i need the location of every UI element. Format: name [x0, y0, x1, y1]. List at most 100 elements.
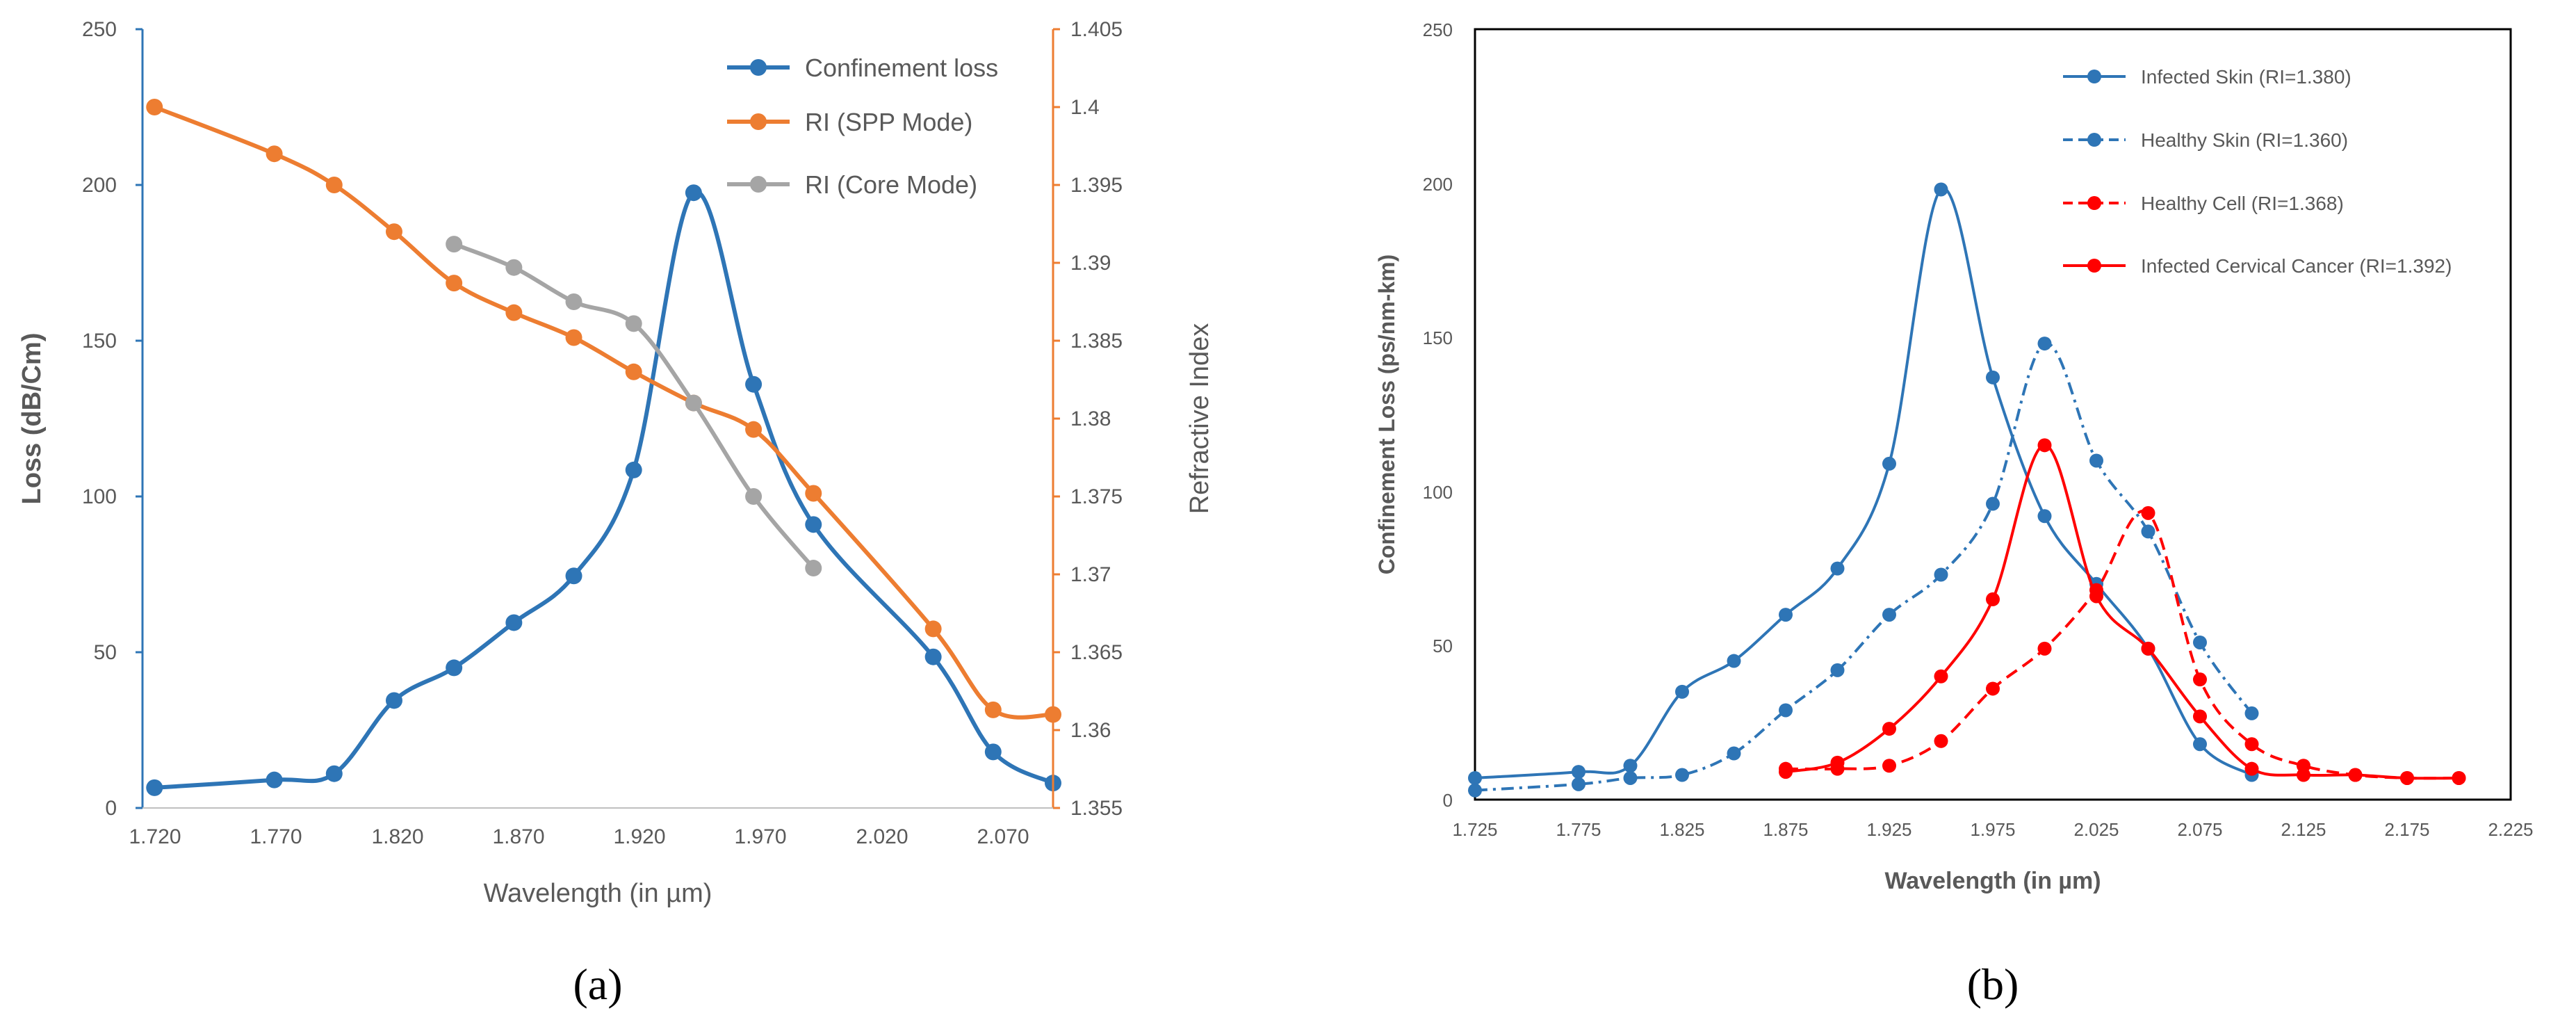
chart-b-ytick: 100	[1423, 482, 1453, 503]
chart-b-ytick: 50	[1433, 636, 1453, 656]
chart-b-legend-item: Healthy Cell (RI=1.368)	[2063, 193, 2344, 214]
chart-a-xtick: 2.070	[977, 825, 1029, 848]
chart-a-y2tick: 1.38	[1070, 407, 1111, 430]
chart-b-ytick: 200	[1423, 174, 1453, 195]
chart-a-xlabel: Wavelength (in µm)	[484, 879, 712, 908]
chart-b-legend-item: Infected Cervical Cancer (RI=1.392)	[2063, 255, 2452, 277]
chart-b: 1.725 1.775 1.825 1.875 1.925 1.975 2.02…	[1374, 19, 2534, 1009]
chart-a-ylabel: Loss (dB/Cm)	[17, 333, 47, 505]
chart-a-legend-label: Confinement loss	[805, 54, 998, 82]
chart-b-xtick: 1.725	[1452, 819, 1497, 840]
chart-b-series-line-0	[1474, 187, 2253, 779]
chart-a: 1.720 1.770 1.820 1.870 1.920 1.970 2.02…	[17, 18, 1214, 1009]
chart-a-ytick: 50	[94, 641, 117, 664]
chart-b-data-point	[2193, 737, 2207, 752]
chart-a-data-point	[505, 259, 523, 276]
chart-b-data-point	[1779, 703, 1793, 718]
chart-b-xtick: 2.075	[2177, 819, 2222, 840]
chart-a-data-point	[266, 145, 283, 163]
chart-a-data-point	[625, 461, 642, 478]
chart-b-xtick: 1.775	[1556, 819, 1601, 840]
chart-a-xtick: 1.720	[129, 825, 181, 848]
chart-b-series-line-1	[1474, 341, 2253, 792]
chart-a-data-point	[805, 485, 822, 502]
chart-a-data-point	[625, 363, 642, 380]
chart-b-data-point	[1934, 182, 1948, 197]
chart-b-data-point	[2037, 438, 2052, 453]
chart-a-data-point	[685, 394, 702, 412]
chart-b-data-point	[1986, 496, 2000, 511]
chart-b-data-point	[1675, 684, 1689, 699]
chart-b-data-point	[2244, 706, 2259, 720]
chart-b-xtick: 1.875	[1763, 819, 1808, 840]
chart-a-data-point	[505, 614, 523, 631]
chart-a-y2label: Refractive Index	[1185, 323, 1214, 515]
chart-b-data-point	[1986, 592, 2000, 606]
chart-a-y2tick: 1.365	[1070, 641, 1123, 664]
chart-b-data-point	[2452, 770, 2466, 785]
chart-a-ytick: 0	[105, 797, 117, 820]
chart-a-legend-label: RI (Core Mode)	[805, 170, 977, 199]
chart-a-data-point	[446, 236, 463, 253]
chart-b-ytick: 150	[1423, 327, 1453, 348]
chart-a-data-point	[984, 743, 1002, 761]
chart-b-legend-item: Healthy Skin (RI=1.360)	[2063, 129, 2348, 151]
chart-b-data-point	[1623, 770, 1638, 785]
chart-b-data-point	[1986, 681, 2000, 696]
chart-b-data-point	[2244, 737, 2259, 752]
chart-a-data-point	[266, 771, 283, 789]
chart-b-data-point	[1934, 734, 1948, 748]
chart-b-data-point	[1572, 777, 1585, 791]
chart-b-data-point	[1727, 654, 1741, 668]
chart-b-data-point	[1882, 608, 1896, 622]
chart-b-data-point	[2037, 641, 2052, 656]
chart-a-legend: Confinement loss RI (SPP Mode) RI (Core …	[727, 54, 998, 199]
chart-b-data-point	[1623, 759, 1638, 773]
chart-b-y-tick-labels: 0 50 100 150 200 250	[1423, 19, 1453, 811]
chart-a-ytick: 250	[82, 18, 117, 41]
chart-a-data-point	[446, 659, 463, 677]
chart-a-series-line-0	[154, 189, 1054, 790]
chart-a-data-point	[745, 488, 763, 505]
chart-b-data-point	[2244, 761, 2259, 776]
chart-a-y-tick-labels: 0 50 100 150 200 250	[82, 18, 117, 820]
chart-a-data-point	[924, 648, 942, 665]
chart-b-data-point	[2141, 524, 2155, 539]
chart-b-data-point	[2348, 768, 2363, 782]
chart-a-data-point	[325, 177, 343, 193]
chart-a-legend-label: RI (SPP Mode)	[805, 108, 972, 136]
chart-a-xtick: 1.820	[371, 825, 423, 848]
chart-a-data-point	[146, 779, 163, 796]
chart-b-data-point	[1727, 746, 1741, 761]
chart-b-data-point	[1468, 783, 1482, 798]
chart-a-tick-marks	[136, 28, 1060, 809]
chart-b-data-point	[2193, 635, 2207, 649]
chart-b-ytick: 250	[1423, 19, 1453, 40]
chart-b-data-point	[2089, 589, 2103, 604]
chart-a-data-point	[325, 765, 343, 782]
chart-a-data-point	[625, 315, 642, 332]
chart-a-data-point	[805, 560, 822, 577]
chart-b-data-point	[1986, 370, 2000, 385]
chart-a-data-point	[805, 516, 822, 533]
chart-b-data-point	[2037, 509, 2052, 524]
panel-a-label: (a)	[573, 960, 622, 1009]
chart-b-data-point	[1830, 663, 1845, 677]
chart-a-ytick: 100	[82, 485, 117, 508]
chart-b-xtick: 1.825	[1659, 819, 1704, 840]
chart-a-y2tick: 1.375	[1070, 485, 1123, 508]
chart-b-legend-item: Infected Skin (RI=1.380)	[2063, 66, 2351, 88]
chart-b-data-point	[1882, 759, 1896, 773]
chart-a-ytick: 150	[82, 330, 117, 353]
chart-b-data-point	[1830, 755, 1845, 770]
chart-a-ytick: 200	[82, 174, 117, 197]
panel-b-label: (b)	[1967, 960, 2019, 1009]
chart-a-data-point	[505, 304, 523, 321]
chart-b-marks	[1468, 182, 2466, 798]
chart-b-data-point	[1882, 456, 1896, 471]
chart-b-legend-label: Healthy Cell (RI=1.368)	[2141, 193, 2344, 214]
chart-a-marks	[146, 99, 1061, 796]
chart-b-data-point	[2141, 506, 2155, 520]
chart-b-legend: Infected Skin (RI=1.380) Healthy Skin (R…	[2063, 66, 2452, 277]
